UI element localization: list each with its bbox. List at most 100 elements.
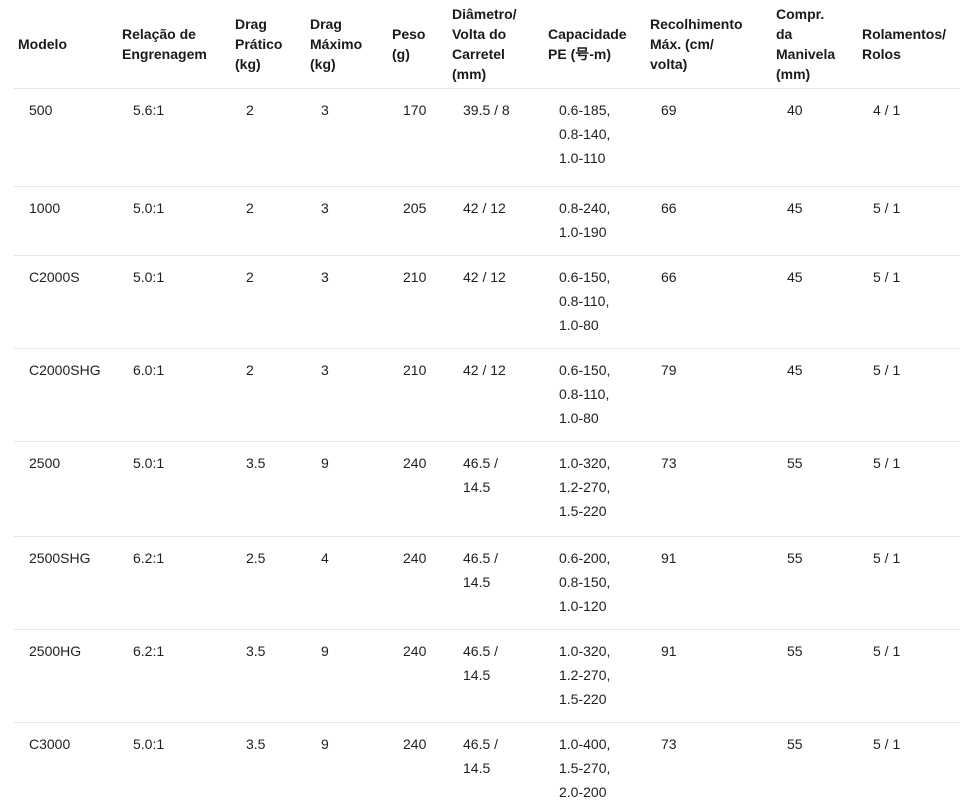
cell-modelo: 1000 — [14, 186, 118, 256]
cell-rolamentos-rolos: 5 / 1 — [873, 736, 901, 752]
cell-compr-manivela: 45 — [772, 255, 858, 349]
cell-relacao-engrenagem: 5.0:1 — [118, 255, 231, 349]
cell-drag-pratico: 2 — [231, 186, 306, 256]
cell-peso: 240 — [388, 536, 448, 630]
column-header-drag-maximo: Drag Máximo (kg) — [306, 0, 388, 89]
cell-compr-manivela: 45 — [772, 186, 858, 256]
cell-recolhimento-max: 66 — [646, 186, 772, 256]
cell-drag-pratico: 2 — [231, 255, 306, 349]
cell-rolamentos-rolos: 5 / 1 — [858, 441, 960, 537]
cell-capacidade-pe: 1.0-400, 1.5-270, 2.0-200 — [559, 736, 611, 800]
table-row: C2000SHG 6.0:1 2 3 210 42 / 12 0.6-150, … — [14, 348, 960, 442]
cell-rolamentos-rolos: 5 / 1 — [858, 186, 960, 256]
cell-rolamentos-rolos: 4 / 1 — [858, 88, 960, 187]
column-header-diametro-volta: Diâmetro/ Volta do Carretel (mm) — [448, 0, 544, 89]
cell-recolhimento-max: 91 — [646, 629, 772, 723]
cell-drag-maximo: 3 — [306, 186, 388, 256]
column-header-recolhimento-max: Recolhimento Máx. (cm/ volta) — [646, 0, 772, 89]
cell-capacidade-pe: 0.6-185, 0.8-140, 1.0-110 — [544, 88, 646, 187]
cell-diametro-volta: 42 / 12 — [448, 186, 544, 256]
cell-modelo: 2500SHG — [14, 536, 118, 630]
cell-diametro-volta: 42 / 12 — [448, 255, 544, 349]
cell-compr-manivela: 55 — [772, 536, 858, 630]
cell-drag-maximo: 4 — [306, 536, 388, 630]
cell-drag-pratico: 3.5 — [231, 441, 306, 537]
cell-recolhimento-max: 79 — [646, 348, 772, 442]
cell-modelo: 2500HG — [14, 629, 118, 723]
cell-diametro-volta: 39.5 / 8 — [448, 88, 544, 187]
column-header-relacao-engrenagem: Relação de Engrenagem — [118, 0, 231, 89]
cell-capacidade-pe: 0.6-150, 0.8-110, 1.0-80 — [544, 348, 646, 442]
cell-peso: 240 — [388, 441, 448, 537]
cell-drag-pratico: 2 — [231, 88, 306, 187]
cell-rolamentos-rolos: 5 / 1 — [858, 629, 960, 723]
cell-compr-manivela: 45 — [772, 348, 858, 442]
cell-drag-pratico: 2.5 — [231, 536, 306, 630]
column-header-capacidade-pe: Capacidade PE (号-m) — [544, 0, 646, 89]
cell-capacidade-pe: 0.6-200, 0.8-150, 1.0-120 — [544, 536, 646, 630]
table-row: 2500SHG 6.2:1 2.5 4 240 46.5 / 14.5 0.6-… — [14, 536, 960, 630]
cell-rolamentos-rolos: 5 / 1 — [858, 348, 960, 442]
cell-relacao-engrenagem: 6.2:1 — [118, 536, 231, 630]
cell-capacidade-pe: 1.0-320, 1.2-270, 1.5-220 — [544, 441, 646, 537]
cell-peso: 240 — [403, 736, 427, 752]
cell-capacidade-pe: 0.6-150, 0.8-110, 1.0-80 — [544, 255, 646, 349]
cell-recolhimento-max: 73 — [646, 441, 772, 537]
cell-modelo: C2000S — [14, 255, 118, 349]
cell-drag-maximo: 9 — [306, 629, 388, 723]
cell-compr-manivela: 55 — [772, 441, 858, 537]
cell-recolhimento-max: 66 — [646, 255, 772, 349]
cell-drag-pratico: 3.5 — [246, 736, 266, 752]
cell-peso: 210 — [388, 348, 448, 442]
cell-compr-manivela: 40 — [772, 88, 858, 187]
cell-peso: 170 — [388, 88, 448, 187]
cell-rolamentos-rolos: 5 / 1 — [858, 536, 960, 630]
column-header-rolamentos-rolos: Rolamentos/ Rolos — [858, 0, 960, 89]
reel-spec-table: Modelo Relação de Engrenagem Drag Prátic… — [14, 0, 960, 804]
cell-recolhimento-max: 73 — [661, 736, 677, 752]
cell-diametro-volta: 46.5 / 14.5 — [448, 629, 544, 723]
cell-compr-manivela: 55 — [772, 629, 858, 723]
cell-modelo: C3000 — [29, 736, 71, 752]
cell-recolhimento-max: 91 — [646, 536, 772, 630]
table-row: C2000S 5.0:1 2 3 210 42 / 12 0.6-150, 0.… — [14, 255, 960, 349]
cell-relacao-engrenagem: 5.6:1 — [118, 88, 231, 187]
cell-relacao-engrenagem: 5.0:1 — [118, 186, 231, 256]
cell-drag-pratico: 2 — [231, 348, 306, 442]
cell-modelo: 500 — [14, 88, 118, 187]
column-header-peso: Peso (g) — [388, 0, 448, 89]
cell-relacao-engrenagem: 6.0:1 — [118, 348, 231, 442]
table-row: C3000 5.0:1 3.5 9 240 46.5 / 14.5 1.0-40… — [14, 723, 960, 804]
cell-modelo: 2500 — [14, 441, 118, 537]
cell-relacao-engrenagem: 6.2:1 — [118, 629, 231, 723]
cell-peso: 210 — [388, 255, 448, 349]
cell-diametro-volta: 46.5 / 14.5 — [448, 536, 544, 630]
cell-drag-maximo: 9 — [321, 736, 329, 752]
cell-diametro-volta: 46.5 / 14.5 — [448, 441, 544, 537]
cell-relacao-engrenagem: 5.0:1 — [133, 736, 165, 752]
table-body: 500 5.6:1 2 3 170 39.5 / 8 0.6-185, 0.8-… — [14, 88, 960, 804]
cell-diametro-volta: 46.5 / 14.5 — [463, 736, 499, 776]
table-header: Modelo Relação de Engrenagem Drag Prátic… — [14, 0, 960, 89]
table-row: 1000 5.0:1 2 3 205 42 / 12 0.8-240, 1.0-… — [14, 186, 960, 256]
table-row: 500 5.6:1 2 3 170 39.5 / 8 0.6-185, 0.8-… — [14, 88, 960, 187]
column-header-compr-manivela: Compr. da Manivela (mm) — [772, 0, 858, 89]
cell-compr-manivela: 55 — [787, 736, 803, 752]
cell-modelo: C2000SHG — [14, 348, 118, 442]
cell-drag-maximo: 3 — [306, 348, 388, 442]
cell-rolamentos-rolos: 5 / 1 — [858, 255, 960, 349]
cell-peso: 205 — [388, 186, 448, 256]
table-row: 2500HG 6.2:1 3.5 9 240 46.5 / 14.5 1.0-3… — [14, 629, 960, 723]
cell-peso: 240 — [388, 629, 448, 723]
cell-drag-maximo: 3 — [306, 88, 388, 187]
cell-relacao-engrenagem: 5.0:1 — [118, 441, 231, 537]
header-row: Modelo Relação de Engrenagem Drag Prátic… — [14, 0, 960, 89]
table-row: 2500 5.0:1 3.5 9 240 46.5 / 14.5 1.0-320… — [14, 441, 960, 537]
cell-diametro-volta: 42 / 12 — [448, 348, 544, 442]
cell-drag-pratico: 3.5 — [231, 629, 306, 723]
cell-recolhimento-max: 69 — [646, 88, 772, 187]
cell-drag-maximo: 9 — [306, 441, 388, 537]
cell-capacidade-pe: 0.8-240, 1.0-190 — [544, 186, 646, 256]
column-header-drag-pratico: Drag Prático (kg) — [231, 0, 306, 89]
